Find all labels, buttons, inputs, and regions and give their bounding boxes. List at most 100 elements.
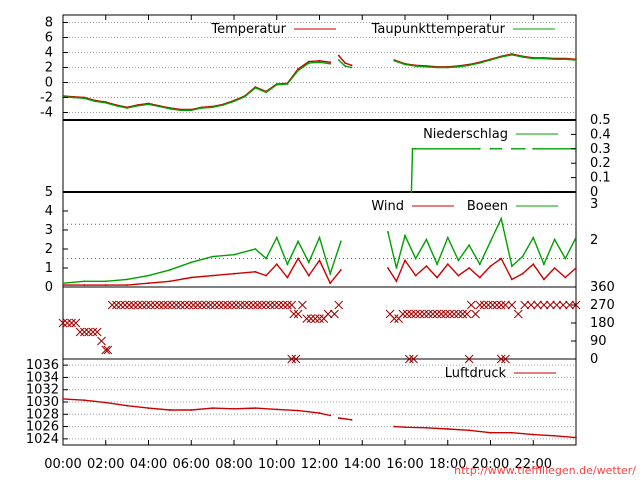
wind-direction-point [462, 309, 472, 319]
y-tick-label: 0.3 [590, 142, 611, 157]
pressure-0-line [62, 398, 577, 439]
wind-speed-point [489, 265, 492, 267]
pressure-0-point [337, 417, 340, 419]
temperature-1-point [104, 101, 107, 104]
wind-direction-point [244, 300, 254, 310]
wind-speed-point [500, 257, 503, 260]
temperature-1-point [510, 53, 513, 56]
wind-direction-point [176, 300, 185, 310]
wind-direction-point [289, 309, 299, 319]
wind-speed-line [63, 257, 577, 286]
wind-direction-point [206, 300, 215, 310]
x-tick-label: 20:00 [472, 457, 509, 472]
x-tick-label: 10:00 [258, 457, 295, 472]
y-tick-label: 1 [45, 261, 53, 276]
y-tick-label: -4 [40, 106, 53, 121]
wind-direction-point [227, 300, 237, 310]
precipitation-0-point [532, 147, 535, 150]
temperature-1-point [575, 59, 577, 61]
wind-gusts-point [489, 240, 492, 243]
wind-direction-point [133, 300, 143, 310]
wind-direction-point [471, 309, 480, 319]
wind-direction-point [334, 300, 344, 310]
y-tick-label-right: 2 [590, 233, 598, 248]
wind-speed-point [553, 267, 556, 269]
wind-direction-point [287, 354, 297, 364]
y-tick-label: 1036 [26, 358, 59, 373]
y-tick-label: 0.2 [590, 156, 611, 171]
wind-speed-point [83, 284, 86, 286]
pressure-0-point [318, 412, 321, 414]
wind-gusts-point [62, 282, 64, 285]
wind-direction-point [454, 309, 463, 319]
legend-label: Wind [371, 199, 404, 214]
temperature-1-point [350, 66, 353, 69]
x-tick-label: 14:00 [344, 457, 381, 472]
temperature-1-point [532, 57, 535, 60]
wind-gusts-point [575, 236, 577, 239]
temperature-1-point [425, 65, 428, 68]
precipitation-0-line [410, 148, 576, 193]
pressure-0-point [104, 401, 107, 404]
wind-direction-point [265, 300, 275, 310]
x-tick-label: 22:00 [515, 457, 552, 472]
wind-direction-point [71, 318, 81, 328]
wind-direction-point [428, 309, 438, 319]
wind-gusts-point [436, 263, 438, 266]
wind-gusts-point [329, 272, 332, 275]
pressure-0-point [329, 414, 332, 417]
wind-speed-point [425, 265, 428, 267]
wind-direction-point [565, 300, 574, 310]
wind-direction-point [214, 300, 224, 310]
temperature-0-point [350, 64, 353, 67]
wind-speed-point [521, 272, 524, 275]
wind-speed-point [436, 276, 438, 279]
wind-direction-point [231, 300, 241, 310]
wind-direction-point [103, 345, 113, 355]
wind-direction-point [167, 300, 177, 310]
temperature-0-point [329, 61, 332, 64]
wind-speed-point [318, 259, 321, 262]
wind-direction-point [278, 300, 288, 310]
pressure-0-point [575, 436, 577, 439]
wind-direction-point [539, 300, 549, 310]
y-tick-label: 360 [590, 280, 615, 295]
temperature-1-point [446, 66, 449, 69]
temperature-1-point [126, 107, 129, 109]
temperature-1-point [489, 59, 492, 61]
wind-direction-point [496, 354, 506, 364]
wind-direction-point [302, 314, 312, 323]
y-tick-label: 0.5 [590, 113, 611, 128]
y-tick-label: 4 [45, 46, 53, 61]
wind-speed-point [395, 280, 398, 283]
temperature-1-point [393, 59, 396, 62]
temperature-1-point [94, 100, 96, 103]
temperature-1-point [136, 104, 139, 107]
x-tick-label: 18:00 [429, 457, 466, 472]
wind-direction-point [163, 300, 173, 310]
wind-speed-point [414, 274, 417, 277]
wind-direction-point [97, 336, 106, 346]
wind-direction-point [248, 300, 258, 310]
source-url[interactable]: http://www.tiefflliegen.de/wetter/ [454, 464, 636, 477]
wind-direction-point [150, 300, 160, 310]
wind-direction-point [80, 327, 89, 337]
wind-direction-point [520, 300, 530, 310]
wind-direction-point [436, 309, 446, 319]
x-tick-label: 00:00 [44, 457, 81, 472]
y-tick-label: 0 [590, 185, 598, 200]
wind-gusts-series [62, 216, 577, 285]
legend-label: Boeen [467, 199, 508, 214]
wind-direction-point [62, 318, 72, 328]
wind-direction-point [270, 300, 279, 310]
wind-speed-point [387, 267, 389, 269]
wind-direction-point [323, 309, 333, 319]
temperature-1-series [62, 53, 577, 112]
wind-gusts-point [395, 267, 398, 269]
temperature-1-point [83, 97, 86, 100]
y-tick-label: 0.4 [590, 127, 611, 142]
pressure-0-point [393, 425, 396, 428]
wind-direction-point [223, 300, 232, 310]
wind-direction-point [424, 309, 433, 319]
y-tick-label: 1028 [26, 407, 59, 422]
